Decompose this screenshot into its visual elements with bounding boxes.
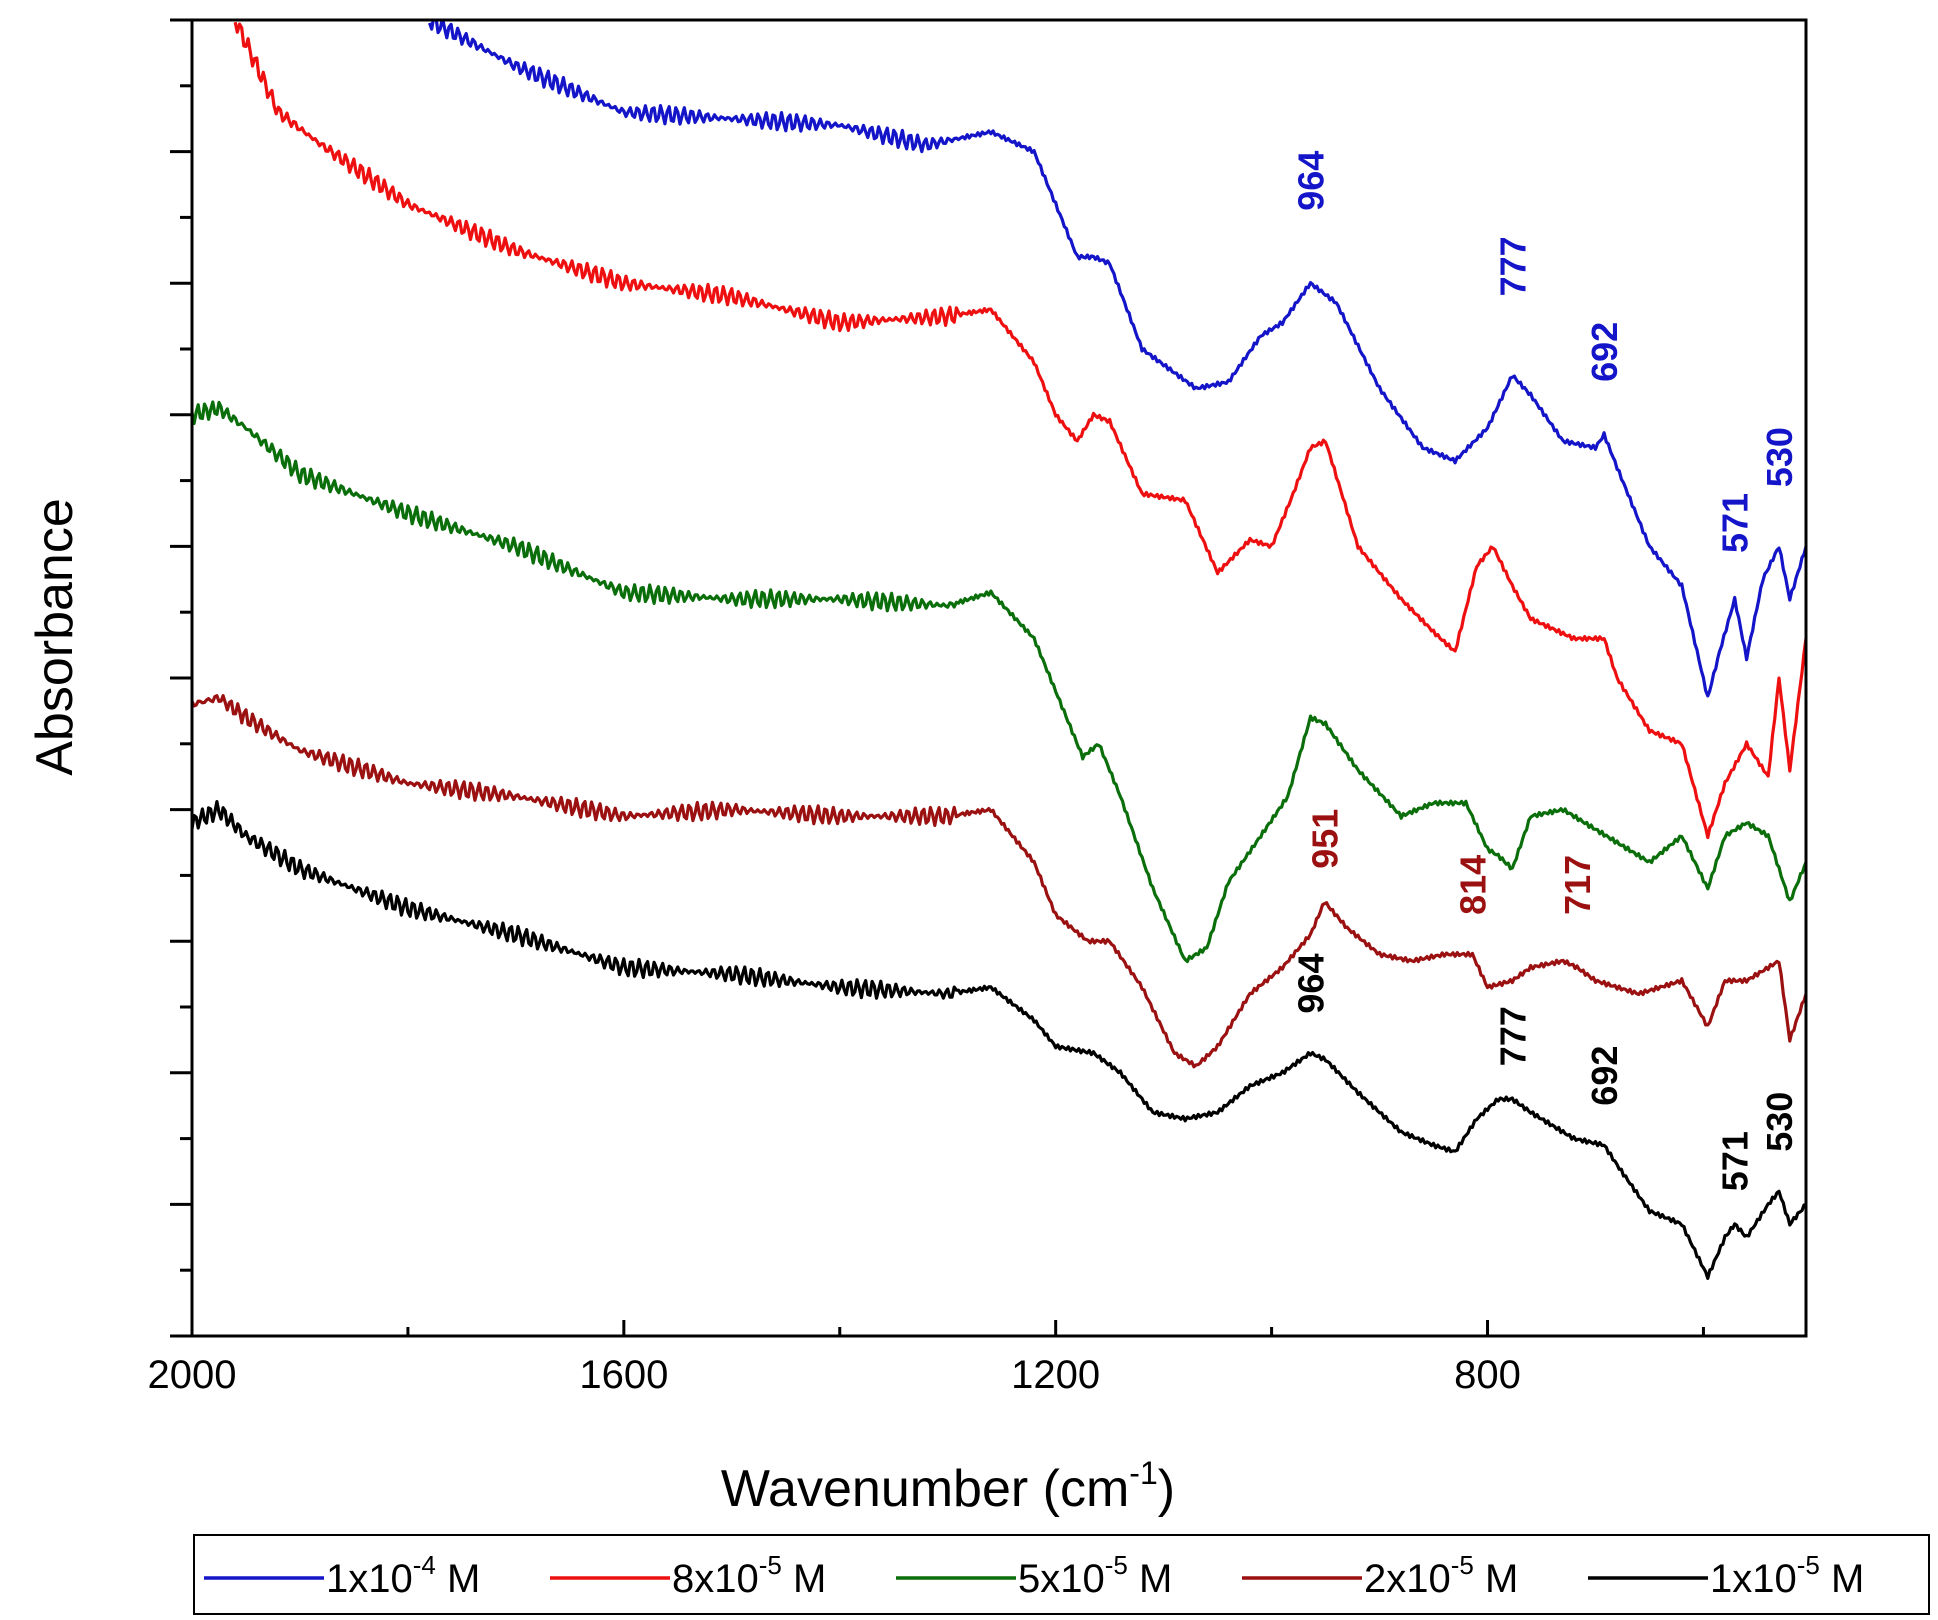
legend-frame	[193, 1534, 1930, 1615]
plot-frame	[190, 18, 1808, 1338]
y-axis-title: Absorbance	[26, 498, 84, 776]
series-line-1	[427, 20, 1806, 698]
peak-label-571: 571	[1715, 1131, 1756, 1191]
legend: 1x10-4 M 8x10-5 M 5x10-5 M 2x10-5 M 1x10-5 M	[193, 1534, 1930, 1615]
peak-label-717: 717	[1557, 855, 1598, 915]
peak-label-964: 964	[1291, 151, 1332, 211]
series-line-2	[233, 21, 1806, 840]
plot-area	[192, 20, 1806, 1280]
peak-label-530: 530	[1759, 427, 1800, 487]
series-line-5	[192, 800, 1806, 1280]
peak-label-692: 692	[1584, 322, 1625, 382]
x-tick-label: 1200	[1011, 1353, 1100, 1397]
x-tick-label: 2000	[148, 1353, 237, 1397]
legend-label-3: 5x10-5 M	[1018, 1550, 1172, 1601]
axis-ticks: 2000 1600 1200 800	[148, 18, 1705, 1397]
peak-label-964: 964	[1291, 954, 1332, 1014]
peak-label-777: 777	[1492, 236, 1533, 296]
series-line-3	[192, 400, 1806, 964]
series-line-4	[192, 694, 1806, 1069]
x-tick-label: 1600	[579, 1353, 668, 1397]
peak-label-571: 571	[1715, 493, 1756, 553]
peak-label-814: 814	[1452, 855, 1493, 915]
peak-label-692: 692	[1584, 1046, 1625, 1106]
legend-label-4: 2x10-5 M	[1364, 1550, 1518, 1601]
x-tick-label: 800	[1454, 1353, 1521, 1397]
legend-label-5: 1x10-5 M	[1710, 1550, 1864, 1601]
peak-label-530: 530	[1759, 1092, 1800, 1152]
peak-label-951: 951	[1305, 809, 1346, 869]
legend-label-2: 8x10-5 M	[672, 1550, 826, 1601]
legend-label-1: 1x10-4 M	[326, 1550, 480, 1601]
peak-label-777: 777	[1492, 1006, 1533, 1066]
x-axis-title: Wavenumber (cm-1)	[721, 1455, 1175, 1518]
